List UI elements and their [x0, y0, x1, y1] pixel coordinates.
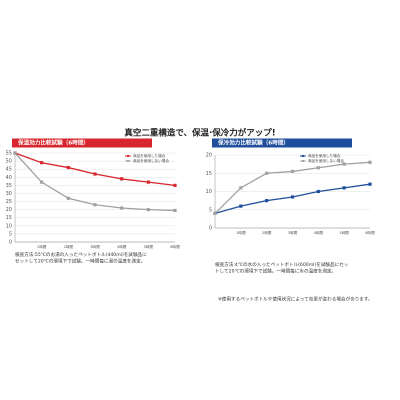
x-tick-label: 4時間	[314, 230, 324, 235]
data-point	[290, 195, 295, 199]
y-tick-label: 15	[6, 215, 12, 221]
data-point	[40, 161, 44, 165]
data-point	[13, 151, 17, 155]
y-tick-label: 0	[209, 226, 212, 232]
y-tick-label: 35	[6, 183, 12, 189]
y-tick-label: 30	[6, 191, 12, 197]
chart-header	[212, 138, 352, 148]
y-tick-label: 0	[9, 240, 12, 246]
data-point	[93, 203, 97, 207]
legend-marker	[302, 160, 304, 162]
legend-label: 商品を使用した場合	[133, 153, 166, 158]
data-point	[93, 172, 97, 176]
x-tick-label: 2時間	[262, 230, 272, 235]
data-point	[173, 208, 177, 213]
y-tick-label: 50	[6, 159, 12, 165]
legend-marker	[127, 155, 129, 157]
y-tick-label: 10	[6, 223, 12, 229]
data-point	[66, 165, 70, 170]
legend-label: 商品を使用した場合	[308, 153, 341, 158]
legend-label: 商品を使用しない場合	[133, 158, 169, 163]
y-tick-label: 45	[6, 167, 12, 173]
chart-title: 保温効力比較試験（6時間）	[17, 139, 89, 147]
y-tick-label: 55	[6, 151, 12, 157]
data-point	[342, 162, 346, 166]
data-point	[265, 199, 269, 203]
data-point	[342, 186, 346, 190]
y-tick-label: 25	[6, 199, 12, 205]
data-point	[173, 183, 177, 187]
data-point	[290, 169, 295, 174]
data-point	[239, 186, 243, 190]
x-tick-label: 5時間	[339, 230, 349, 235]
chart-title: 保冷効力比較試験（6時間）	[217, 139, 289, 147]
y-tick-label: 20	[6, 207, 12, 213]
footnote: ※使用するペットボトルや使用状況によって効果が変わる場合があります。	[218, 296, 373, 303]
data-point	[265, 171, 269, 175]
data-point	[120, 206, 124, 210]
data-point	[146, 208, 150, 212]
y-tick-label: 5	[209, 207, 212, 213]
x-tick-label: 1時間	[236, 230, 246, 235]
y-tick-label: 20	[206, 153, 212, 159]
y-tick-label: 40	[6, 175, 12, 181]
data-point	[368, 160, 372, 164]
data-point	[40, 180, 44, 184]
x-tick-label: 1時間	[37, 244, 47, 249]
x-tick-label: 5時間	[144, 244, 154, 249]
y-tick-label: 5	[9, 231, 12, 237]
x-tick-label: 4時間	[117, 244, 127, 249]
data-point	[66, 196, 70, 200]
x-tick-label: 3時間	[288, 230, 298, 235]
chart-header	[12, 138, 152, 148]
data-point	[316, 189, 320, 194]
data-point	[213, 211, 217, 215]
series-line	[214, 183, 371, 215]
x-tick-label: 6時間	[365, 230, 375, 235]
chart-note: 検査方法:55℃のお湯の入ったペットボトル(440ml)を試験品にセットして20…	[15, 251, 147, 265]
x-tick-label: 2時間	[64, 244, 74, 249]
y-tick-label: 15	[206, 171, 212, 177]
x-tick-label: 6時間	[170, 244, 180, 249]
legend-marker	[127, 160, 129, 162]
chart-note: 検査方法:4℃の水の入ったペットボトル(600ml)を試験品にセットして20℃の…	[215, 261, 348, 275]
legend-marker	[302, 155, 304, 157]
data-point	[146, 180, 150, 184]
data-point	[316, 166, 320, 170]
y-tick-label: 10	[206, 189, 212, 195]
x-tick-label: 3時間	[90, 244, 100, 249]
data-point	[120, 177, 124, 181]
headline: 真空二重構造で、保温·保冷力がアップ!	[124, 128, 275, 139]
legend-label: 商品を使用しない場合	[308, 158, 344, 163]
data-point	[368, 182, 372, 186]
data-point	[239, 204, 243, 208]
